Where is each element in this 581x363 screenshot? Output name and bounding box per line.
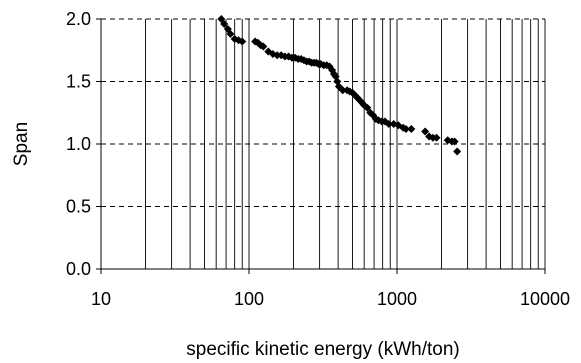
data-point [450, 137, 459, 146]
data-point [273, 51, 282, 60]
y-tick-label: 1.5 [66, 72, 91, 92]
axes [96, 18, 546, 274]
data-point [421, 127, 430, 136]
data-point [384, 120, 393, 128]
data-point [220, 20, 229, 28]
y-tick-label: 0.5 [66, 197, 91, 217]
y-tick-labels: 0.0 0.5 1.0 1.5 2.0 [66, 9, 91, 279]
data-point [251, 37, 260, 46]
x-tick-label: 1000 [377, 289, 417, 309]
y-axis-title: Span [11, 122, 32, 166]
x-tick-labels: 10 100 1000 10000 [91, 289, 570, 309]
y-tick-label: 2.0 [66, 9, 91, 29]
data-points [217, 15, 462, 156]
y-tick-label: 0.0 [66, 259, 91, 279]
data-point [226, 30, 235, 38]
data-point [401, 125, 410, 133]
data-point [238, 37, 247, 46]
y-tick-label: 1.0 [66, 134, 91, 154]
x-tick-label: 10000 [520, 289, 570, 309]
x-tick-label: 100 [234, 289, 264, 309]
data-point [407, 125, 416, 133]
data-point [338, 86, 347, 95]
x-tick-label: 10 [91, 289, 111, 309]
horizontal-gridlines [101, 18, 545, 207]
data-point [259, 42, 268, 51]
data-point [453, 147, 462, 156]
data-point [432, 133, 441, 142]
x-axis-title: specific kinetic energy (kWh/ton) [186, 339, 460, 360]
